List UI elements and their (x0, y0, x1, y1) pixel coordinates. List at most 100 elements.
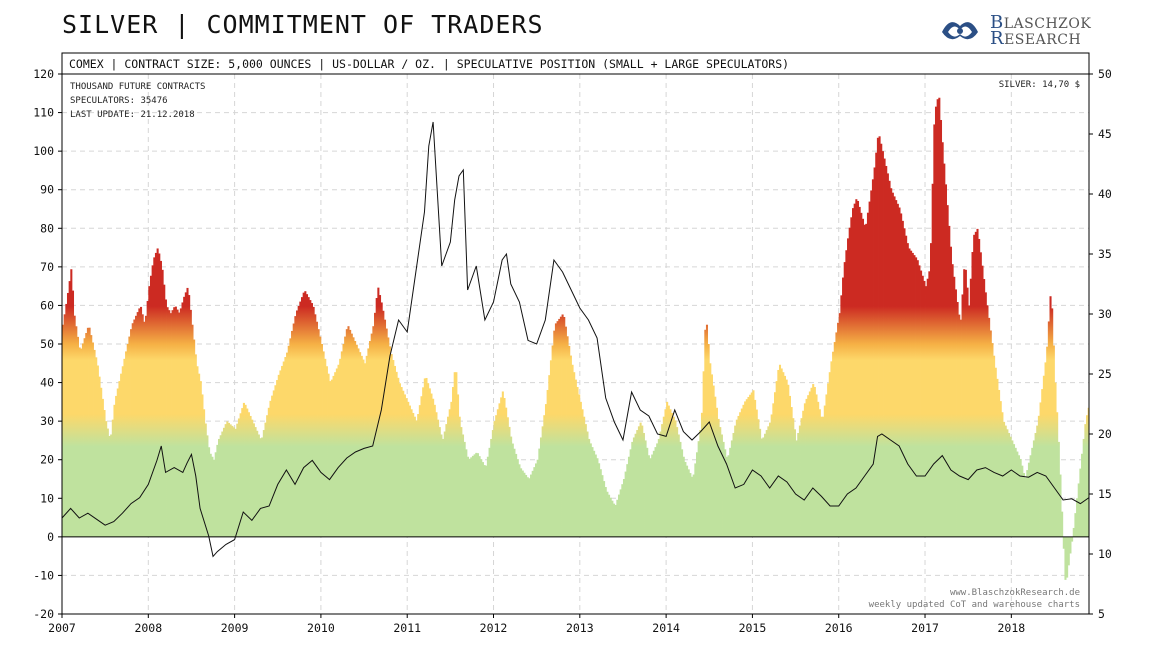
spec-bar (433, 404, 436, 537)
spec-bar (272, 390, 275, 537)
spec-bar (986, 305, 989, 537)
spec-bar (797, 433, 800, 537)
spec-bar (807, 395, 810, 537)
spec-bar (852, 208, 855, 537)
left-tick-label: 20 (40, 453, 54, 467)
spec-bar (457, 394, 460, 537)
spec-bar (885, 165, 888, 537)
spec-bar (83, 338, 86, 537)
spec-bar (400, 387, 403, 537)
right-tick-label: 15 (1098, 487, 1112, 501)
spec-bar (1049, 296, 1052, 537)
spec-bar (636, 430, 639, 537)
spec-bar (868, 201, 871, 537)
spec-bar (448, 409, 451, 537)
spec-bar (934, 106, 938, 537)
spec-bar (855, 199, 858, 537)
spec-bar (417, 414, 420, 537)
spec-bar (485, 465, 488, 537)
spec-bar (719, 427, 722, 537)
spec-bar (385, 328, 388, 537)
spec-bar (918, 265, 921, 537)
spec-bar (345, 329, 348, 537)
spec-bar (742, 404, 745, 537)
spec-bar (1004, 425, 1007, 537)
spec-bar (672, 416, 675, 537)
spec-bar (969, 278, 972, 537)
spec-bar (71, 290, 75, 537)
spec-bar (515, 453, 518, 537)
spec-bar (196, 366, 199, 537)
spec-bar (85, 333, 88, 537)
spec-bar (762, 437, 765, 537)
spec-bar (347, 326, 350, 537)
spec-bar (858, 206, 861, 537)
spec-bar (895, 200, 898, 537)
spec-bar (176, 309, 179, 537)
spec-bar (722, 441, 725, 537)
spec-bar (412, 412, 415, 537)
spec-bar (556, 321, 559, 537)
spec-bar (574, 379, 577, 537)
spec-bar (1061, 511, 1064, 537)
spec-bar (249, 415, 252, 537)
spec-bar (953, 276, 956, 537)
spec-bar (1064, 536, 1067, 580)
spec-bar (375, 298, 378, 537)
spec-bar (425, 377, 428, 537)
spec-bar (75, 326, 78, 537)
silver-price-line (61, 121, 1090, 558)
spec-bar (815, 394, 818, 537)
spec-bar (669, 409, 672, 537)
spec-bar (525, 474, 528, 537)
spec-bar (991, 343, 994, 537)
spec-bar (617, 494, 621, 537)
spec-bar (754, 399, 757, 537)
spec-bar (354, 341, 357, 537)
spec-bar (252, 423, 255, 537)
spec-bar (430, 393, 433, 537)
spec-bar (800, 418, 803, 537)
spec-bar (1069, 536, 1072, 554)
spec-bar (314, 314, 317, 537)
right-tick-label: 50 (1098, 67, 1112, 81)
spec-bar (390, 354, 393, 537)
spec-bar (267, 407, 270, 537)
spec-bar (329, 381, 332, 537)
spec-bar (443, 431, 446, 537)
spec-bar (481, 462, 484, 537)
left-tick-label: 70 (40, 260, 54, 274)
spec-bar (659, 431, 662, 537)
spec-bar (656, 443, 659, 537)
spec-bar (488, 447, 491, 537)
spec-bar (101, 398, 104, 537)
spec-bar (843, 262, 846, 537)
spec-bar (916, 260, 919, 537)
logo-text-line1: BLASCHZOK (990, 12, 1092, 33)
spec-bar (435, 412, 438, 537)
spec-bar (128, 336, 131, 537)
spec-bar (842, 277, 845, 537)
spec-bar (588, 438, 591, 537)
spec-bar (926, 278, 929, 537)
spec-bar (204, 423, 207, 537)
x-tick-label: 2008 (134, 621, 162, 635)
spec-bar (684, 461, 687, 537)
spec-bar (739, 412, 742, 537)
spec-bar (873, 167, 876, 537)
spec-bar (627, 456, 631, 537)
spec-bar (667, 405, 670, 537)
spec-bar (269, 400, 272, 537)
spec-bar (259, 438, 262, 537)
spec-bar (289, 338, 292, 537)
x-tick-label: 2016 (825, 621, 853, 635)
spec-bar (622, 479, 626, 537)
spec-bar (383, 319, 387, 537)
spec-bar (166, 307, 169, 537)
spec-bar (241, 408, 244, 537)
spec-bar (893, 196, 896, 537)
x-tick-label: 2013 (566, 621, 594, 635)
spec-bar (681, 449, 684, 537)
spec-bar (393, 365, 396, 537)
right-tick-label: 45 (1098, 127, 1112, 141)
